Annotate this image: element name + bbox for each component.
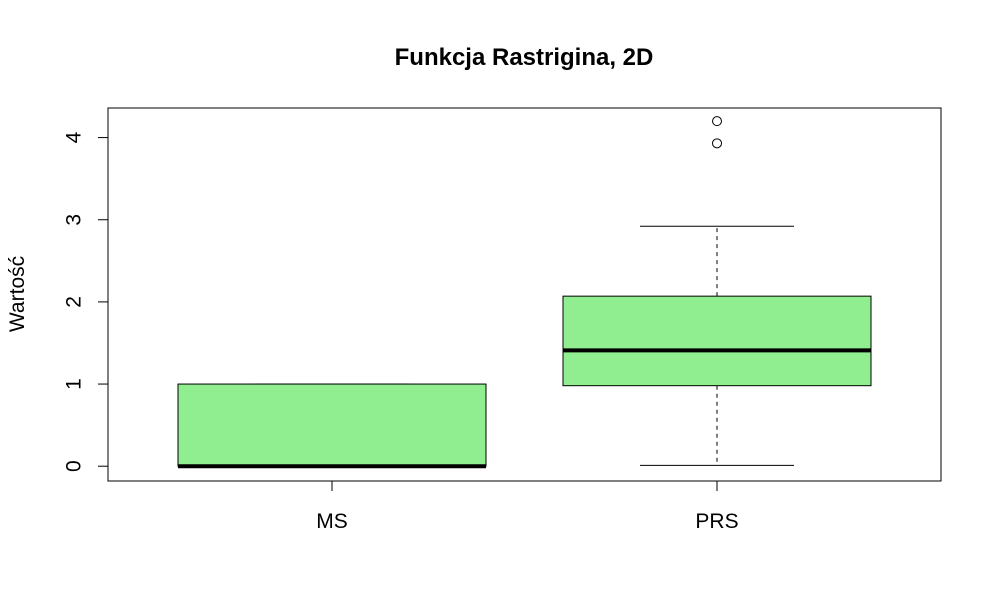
- box-ms: [177, 383, 487, 469]
- x-tick-label: PRS: [695, 510, 738, 533]
- y-tick-label: 4: [63, 131, 86, 143]
- y-tick-label: 1: [63, 378, 86, 390]
- y-axis-label: Wartość: [6, 256, 29, 332]
- y-axis: 0 1 2 3 4: [63, 131, 109, 472]
- x-tick-label: MS: [316, 510, 348, 533]
- outlier-point: [712, 138, 722, 149]
- iqr-box: [177, 383, 487, 467]
- box-prs: [562, 116, 872, 466]
- chart-title: Funkcja Rastrigina, 2D: [395, 44, 654, 71]
- iqr-box: [562, 295, 872, 387]
- y-tick-label: 3: [63, 214, 86, 226]
- boxplot-series: [177, 116, 872, 469]
- x-axis: MS PRS: [316, 481, 739, 533]
- y-tick-label: 0: [63, 460, 86, 472]
- outlier-point: [712, 116, 722, 127]
- y-tick-label: 2: [63, 296, 86, 308]
